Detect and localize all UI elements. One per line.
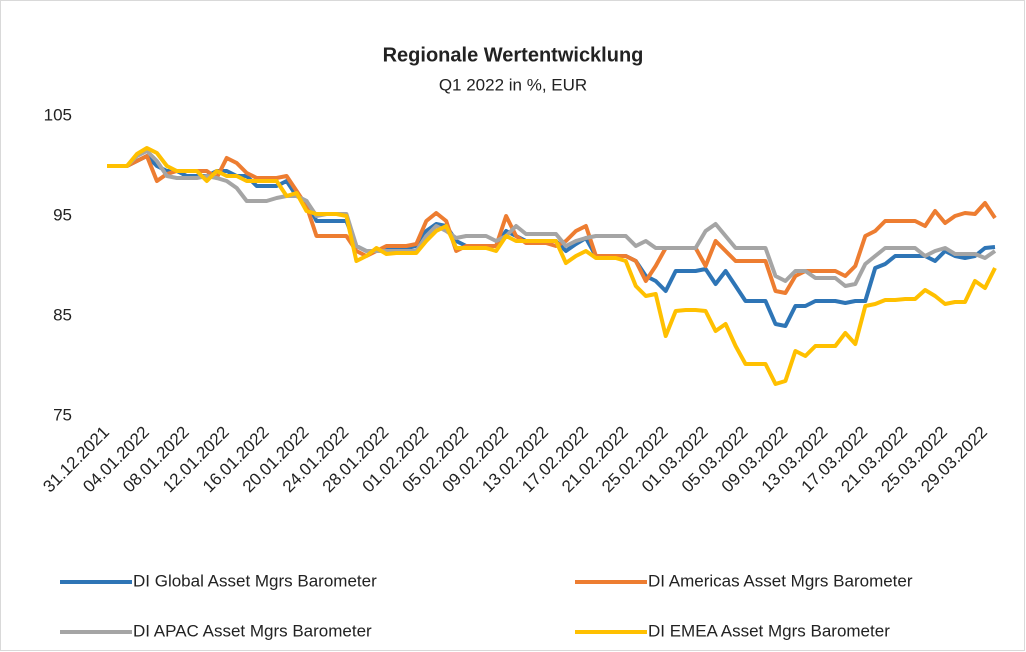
chart-subtitle: Q1 2022 in %, EUR [439,75,587,94]
y-tick-label: 85 [53,305,72,324]
legend-label: DI EMEA Asset Mgrs Barometer [648,621,890,640]
chart-title: Regionale Wertentwicklung [383,44,644,66]
y-tick-label: 95 [53,205,72,224]
series-line [107,149,997,288]
y-tick-label: 105 [44,105,72,124]
legend-label: DI Global Asset Mgrs Barometer [133,571,377,590]
series-line [107,154,997,295]
y-tick-label: 75 [53,405,72,424]
legend-label: DI Americas Asset Mgrs Barometer [648,571,913,590]
legend-label: DI APAC Asset Mgrs Barometer [133,621,372,640]
series-line [107,146,997,386]
